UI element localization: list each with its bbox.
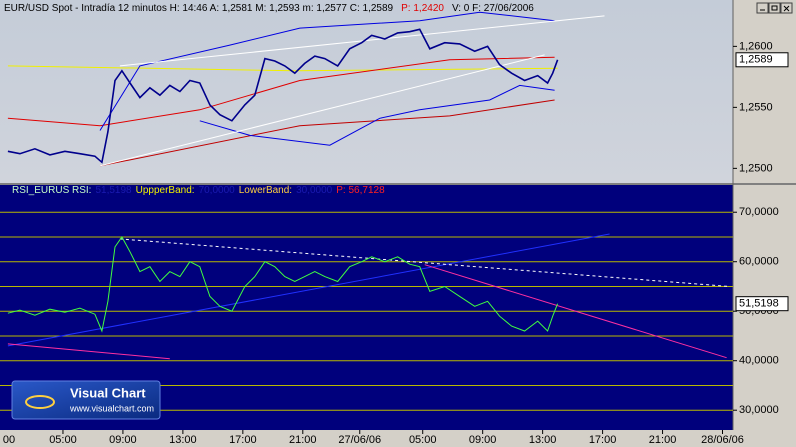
last-value-label: 1,2589 [739, 54, 773, 66]
rsi-header-part: 30,0000 [296, 185, 333, 196]
price-panel [0, 0, 733, 183]
x-tick-label: 17:00 [229, 434, 257, 446]
header-part: EUR/USD Spot - Intradía 12 minutos H: 14… [4, 3, 394, 14]
y-tick-label: 70,0000 [739, 206, 779, 218]
x-tick-label: 13:00 [529, 434, 557, 446]
y-tick-label: 1,2500 [739, 162, 773, 174]
y-tick-label: 40,0000 [739, 355, 779, 367]
logo-icon [25, 395, 55, 409]
y-tick-label: 1,2550 [739, 101, 773, 113]
logo-name: Visual Chart [70, 385, 146, 400]
series-line [119, 15, 605, 67]
rsi-header-part: UppperBand: [136, 185, 195, 196]
window-buttons[interactable] [756, 2, 793, 14]
series-line [424, 264, 727, 359]
price-header: EUR/USD Spot - Intradía 12 minutos H: 14… [4, 3, 534, 14]
series-line [199, 84, 555, 146]
header-part: P: 1,2420 [401, 3, 444, 14]
last-value-box [735, 296, 789, 312]
x-tick-label: 21:00 [649, 434, 677, 446]
x-tick-label: 28/06/06 [701, 434, 744, 446]
close-icon [783, 5, 790, 12]
x-axis-area [0, 430, 796, 447]
x-tick-label: 00 [3, 434, 15, 446]
plot-layer: 1,25001,25501,26001,258930,000040,000050… [0, 11, 789, 446]
panel-divider [0, 183, 796, 185]
x-tick-label: 09:00 [109, 434, 137, 446]
restore-icon [771, 5, 778, 11]
series-line [7, 343, 170, 360]
rsi-header-part: LowerBand: [239, 185, 292, 196]
series-line [7, 233, 610, 347]
series-line [99, 54, 545, 167]
x-tick-label: 09:00 [469, 434, 497, 446]
y-tick-label: 30,0000 [739, 404, 779, 416]
logo: Visual Chart www.visualchart.com [11, 380, 161, 420]
last-value-box [735, 52, 789, 68]
header-part: V: 0 F: 27/06/2006 [452, 3, 534, 14]
y-tick-label: 60,0000 [739, 256, 779, 268]
logo-box [11, 380, 161, 420]
x-tick-label: 05:00 [409, 434, 437, 446]
series-line [7, 56, 555, 127]
series-line [7, 236, 559, 333]
series-line [99, 11, 555, 131]
rsi-header-part: RSI_EURUS RSI: [12, 185, 91, 196]
series-line [7, 65, 558, 72]
axis-area [733, 0, 796, 447]
last-value-label: 51,5198 [739, 298, 779, 310]
rsi-header: RSI_EURUS RSI: 51,5198 UppperBand: 70,0000 L… [12, 185, 385, 196]
x-tick-label: 27/06/06 [338, 434, 381, 446]
minimize-button[interactable] [756, 2, 769, 14]
x-tick-label: 17:00 [589, 434, 617, 446]
series-line [7, 28, 559, 164]
rsi-header-part: 70,0000 [199, 185, 236, 196]
restore-button[interactable] [768, 2, 781, 14]
y-tick-label: 1,2600 [739, 40, 773, 52]
logo-url: www.visualchart.com [69, 403, 154, 413]
x-tick-label: 13:00 [169, 434, 197, 446]
x-tick-label: 05:00 [49, 434, 77, 446]
rsi-header-part: P: 56,7128 [336, 185, 385, 196]
rsi-header-part: 51,5198 [95, 185, 132, 196]
x-tick-label: 21:00 [289, 434, 317, 446]
